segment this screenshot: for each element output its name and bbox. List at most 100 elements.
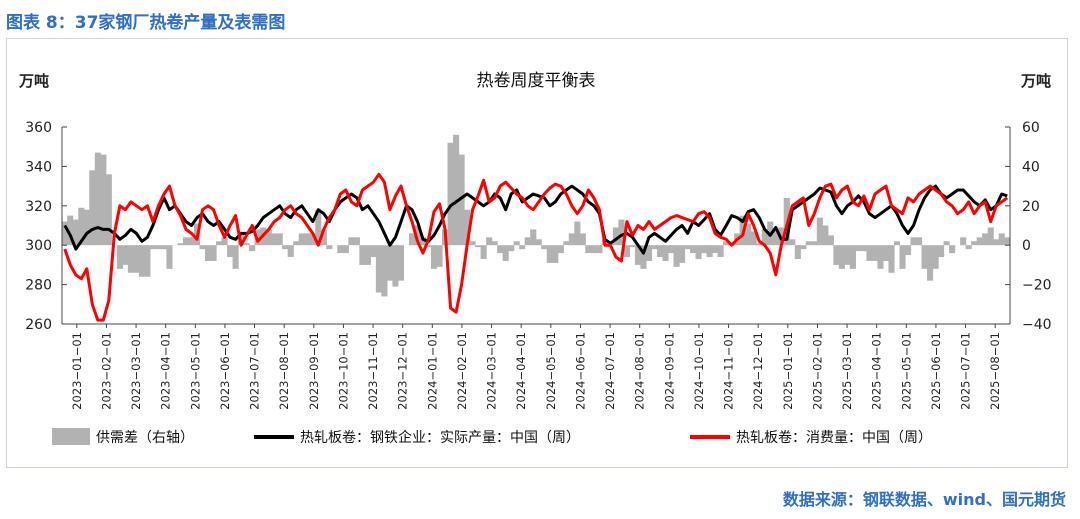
x-tick-label: 2024−12−01 xyxy=(751,332,765,410)
gap-bar xyxy=(216,241,223,246)
gap-bar xyxy=(656,245,664,258)
gap-bar xyxy=(243,243,250,246)
gap-bar xyxy=(480,245,487,259)
gap-bar xyxy=(662,245,669,261)
gap-bar xyxy=(860,245,867,252)
x-tick-label: 2023−05−01 xyxy=(188,332,202,410)
gap-bar xyxy=(546,245,553,263)
gap-bar xyxy=(133,245,140,273)
x-tick-label: 2025−02−01 xyxy=(810,332,824,410)
gap-bar xyxy=(838,245,845,269)
gap-bar xyxy=(370,245,377,258)
x-tick-label: 2025−08−01 xyxy=(988,332,1002,410)
x-tick-label: 2023−01−01 xyxy=(70,332,84,410)
gap-bar xyxy=(315,209,322,246)
x-tick-label: 2023−09−01 xyxy=(307,332,321,410)
gap-bar xyxy=(232,245,239,269)
gap-bar xyxy=(690,245,697,254)
x-tick-label: 2025−01−01 xyxy=(781,332,795,410)
gap-bar xyxy=(144,245,151,277)
gap-bar xyxy=(949,245,956,254)
gap-bar xyxy=(552,245,559,263)
gap-bar xyxy=(397,245,405,281)
right-tick-label: 60 xyxy=(1022,120,1040,136)
gap-bar xyxy=(205,245,212,261)
gap-bar xyxy=(645,245,653,261)
gap-bar xyxy=(122,245,129,265)
gap-bar xyxy=(844,245,851,265)
gap-bar xyxy=(535,239,542,246)
x-tick-label: 2025−07−01 xyxy=(959,332,973,410)
gap-bar xyxy=(568,233,575,246)
x-tick-label: 2023−02−01 xyxy=(99,332,113,410)
gap-area-layer xyxy=(61,134,1011,297)
x-tick-label: 2024−05−01 xyxy=(544,332,558,410)
gap-bar xyxy=(993,239,1000,246)
gap-bar xyxy=(364,245,371,265)
gap-bar xyxy=(83,209,90,246)
gap-bar xyxy=(166,245,173,269)
axes-layer: 260 280 300 320 340 360 −40 −20 0 20 40 60 xyxy=(25,120,1051,333)
gap-bar xyxy=(160,245,168,250)
gap-bar xyxy=(359,245,366,265)
x-tick-label: 2023−11−01 xyxy=(366,332,380,410)
x-tick-label: 2023−07−01 xyxy=(248,332,262,410)
x-tick-label: 2023−06−01 xyxy=(218,332,232,410)
right-tick-label: 20 xyxy=(1022,199,1040,215)
gap-bar xyxy=(513,241,520,246)
gap-bar xyxy=(386,245,393,281)
chart-frame xyxy=(6,38,1068,468)
gap-bar xyxy=(756,243,763,246)
gap-bar xyxy=(921,245,928,269)
x-tick-label: 2023−10−01 xyxy=(336,332,350,410)
x-tick-label: 2024−03−01 xyxy=(485,332,499,410)
x-tick-label: 2024−07−01 xyxy=(603,332,617,410)
left-tick-label: 320 xyxy=(25,199,52,215)
gap-bar xyxy=(271,233,278,246)
gap-bar xyxy=(623,245,630,258)
right-axis-unit: 万吨 xyxy=(1020,72,1051,90)
series-lines-layer xyxy=(63,172,1009,322)
gap-bar xyxy=(381,245,388,297)
left-tick-label: 300 xyxy=(25,238,52,254)
legend: 供需差（右轴） 热轧板卷：钢铁企业：实际产量：中国（周） 热轧板卷：消费量：中国… xyxy=(52,428,932,446)
x-tick-label: 2024−09−01 xyxy=(662,332,676,410)
gap-bar xyxy=(348,237,355,246)
gap-bar xyxy=(61,221,68,246)
right-tick-label: 0 xyxy=(1022,238,1031,254)
gap-bar xyxy=(464,209,471,246)
gap-bar xyxy=(127,245,134,273)
gap-bar xyxy=(94,152,101,246)
x-tick-label: 2025−03−01 xyxy=(840,332,854,410)
gap-bar xyxy=(353,237,360,246)
left-tick-label: 360 xyxy=(25,120,52,136)
gap-bar xyxy=(816,217,823,246)
gap-bar xyxy=(486,237,493,246)
gap-bar xyxy=(833,245,840,265)
x-tick-label: 2023−04−01 xyxy=(159,332,173,410)
left-tick-label: 260 xyxy=(25,317,52,333)
gap-bar xyxy=(502,245,509,261)
gap-bar xyxy=(309,233,316,246)
consumption-line xyxy=(63,172,1009,322)
gap-bar xyxy=(89,170,96,246)
production-line xyxy=(63,184,1008,255)
gap-bar xyxy=(701,245,708,254)
gap-bar xyxy=(590,245,597,254)
right-tick-label: 40 xyxy=(1022,159,1040,175)
gap-bar xyxy=(877,245,884,269)
gap-bar xyxy=(789,239,796,246)
gap-bar xyxy=(640,245,647,269)
gap-bar xyxy=(679,245,686,263)
gap-bar xyxy=(811,241,818,246)
gap-bar xyxy=(138,245,145,277)
gap-bar xyxy=(408,233,416,246)
gap-bar xyxy=(745,223,752,246)
gap-bar xyxy=(210,245,217,261)
gap-bar xyxy=(227,245,234,258)
gap-bar xyxy=(342,245,349,254)
gap-bar xyxy=(761,229,768,246)
x-tick-label: 2024−02−01 xyxy=(455,332,469,410)
gap-bar xyxy=(298,233,305,246)
